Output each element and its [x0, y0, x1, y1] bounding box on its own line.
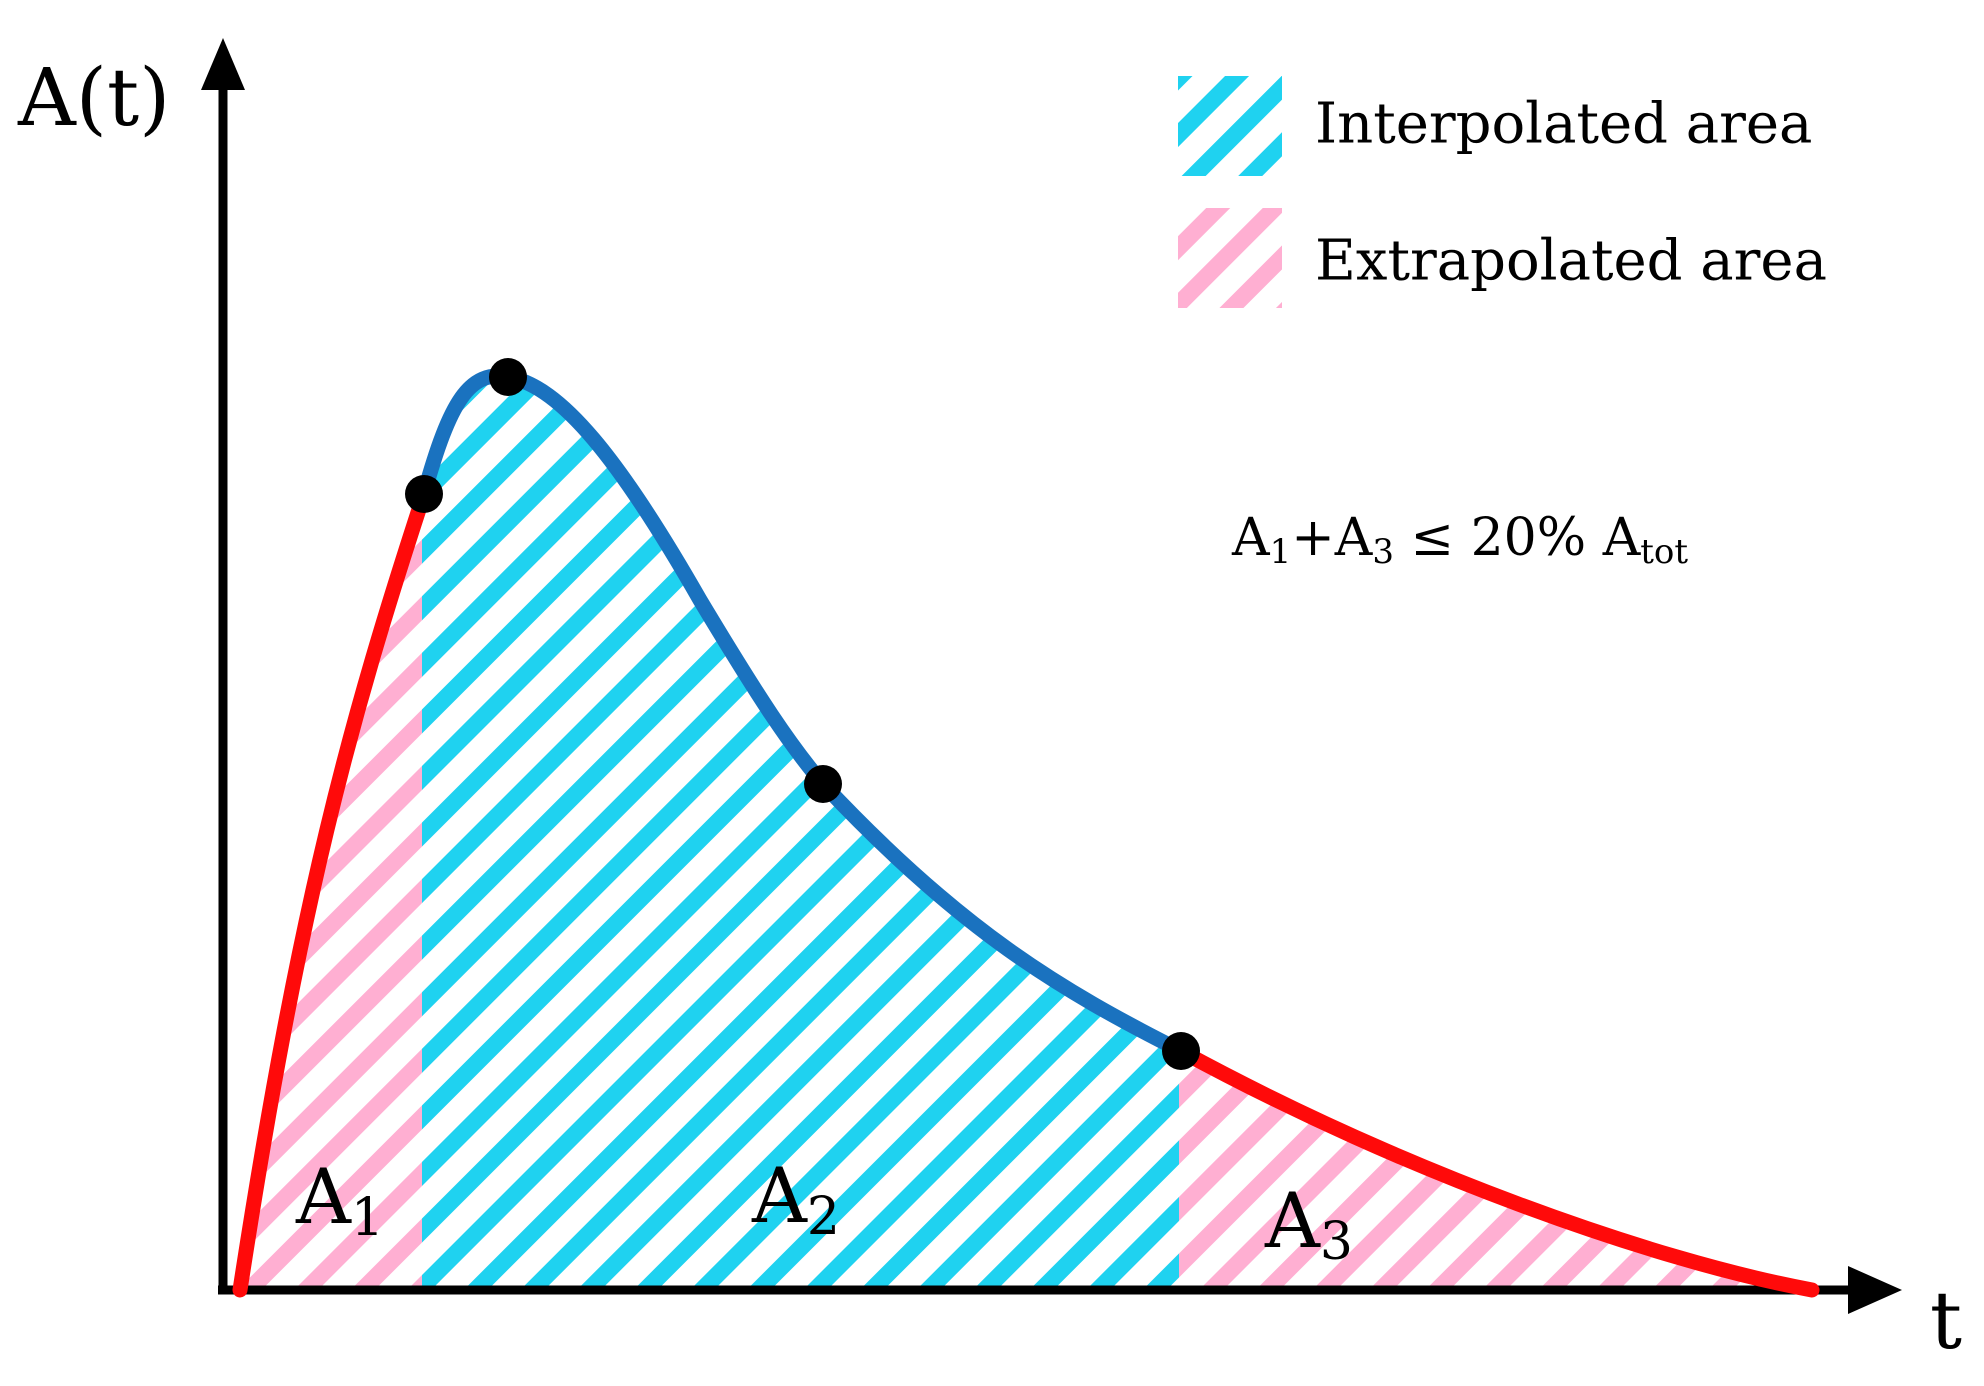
area-fills: [240, 376, 1812, 1290]
extrapolated-curve-tail: [1173, 1043, 1820, 1298]
y-axis-label: A(t): [17, 51, 170, 144]
x-axis-label: t: [1930, 1274, 1962, 1367]
extrapolated-curve-rise: [232, 486, 432, 1298]
y-axis-arrowhead: [201, 38, 245, 90]
extrapolated-area-a1: [240, 500, 422, 1290]
legend-label-extrapolated: Extrapolated area: [1315, 229, 1827, 294]
region-label-a1: A1: [295, 1152, 384, 1248]
data-point: [804, 765, 842, 803]
axes: [201, 38, 1902, 1314]
legend-swatch-interpolated: [1178, 76, 1282, 176]
data-point: [1162, 1032, 1200, 1070]
interpolated-area-a2: [422, 376, 1179, 1290]
legend: Interpolated area Extrapolated area: [1178, 76, 1827, 308]
data-point: [489, 358, 527, 396]
data-points: [405, 358, 1200, 1070]
data-point: [405, 475, 443, 513]
legend-swatch-extrapolated: [1178, 208, 1282, 308]
region-label-a2: A2: [751, 1151, 840, 1247]
region-label-a3: A3: [1264, 1176, 1353, 1272]
auc-constraint-formula: A1+A3 ≤ 20% Atot: [1231, 508, 1688, 572]
extrapolated-area-a3: [1179, 1049, 1812, 1290]
x-axis-arrowhead: [1848, 1266, 1902, 1314]
legend-label-interpolated: Interpolated area: [1315, 92, 1812, 157]
